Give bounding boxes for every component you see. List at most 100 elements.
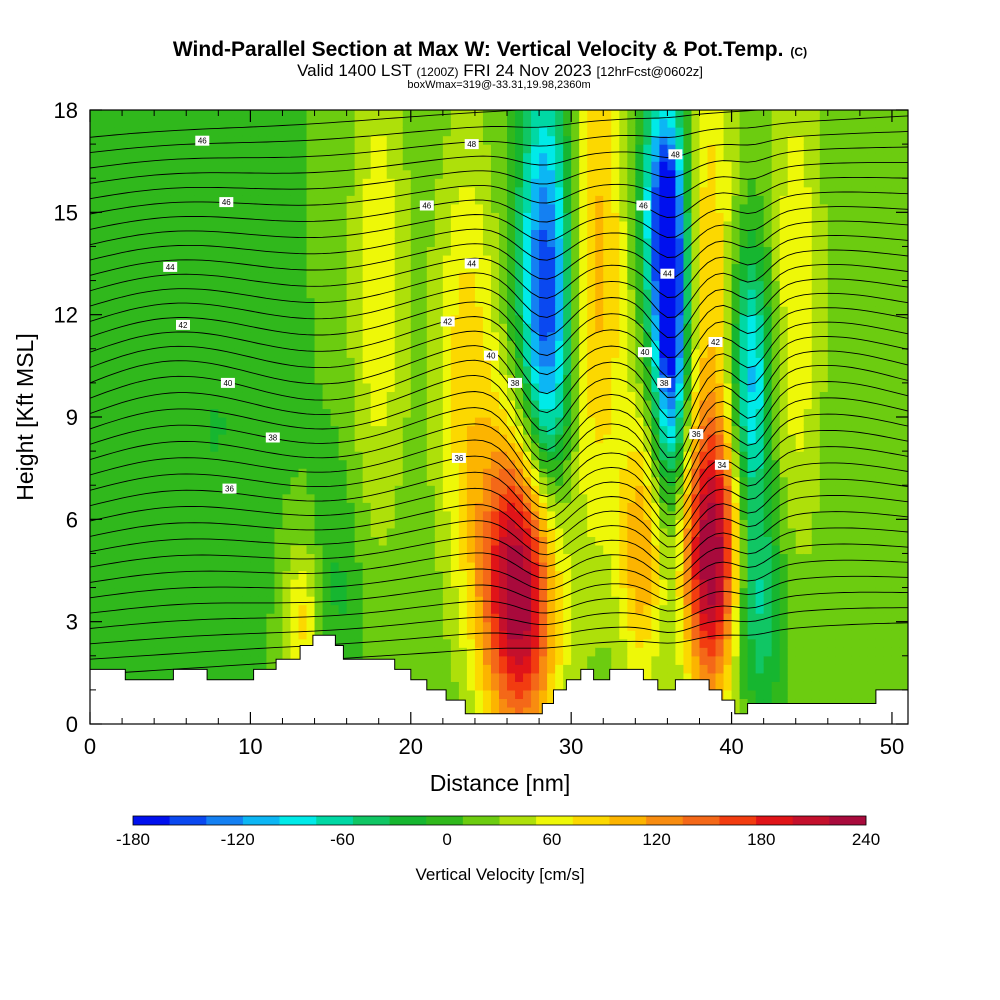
velocity-cell: [394, 382, 404, 393]
velocity-cell: [218, 587, 227, 597]
velocity-cell: [114, 544, 123, 555]
velocity-cell: [194, 408, 203, 418]
velocity-cell: [130, 553, 139, 563]
velocity-cell: [306, 638, 316, 648]
velocity-cell: [507, 604, 516, 614]
velocity-cell: [90, 195, 99, 205]
velocity-cell: [442, 365, 452, 375]
velocity-cell: [362, 195, 372, 205]
velocity-cell: [571, 417, 580, 427]
velocity-cell: [146, 442, 155, 452]
velocity-cell: [402, 357, 412, 367]
velocity-cell: [186, 613, 195, 623]
velocity-cell: [402, 553, 412, 563]
velocity-cell: [370, 442, 380, 452]
velocity-cell: [154, 570, 163, 580]
velocity-cell: [394, 596, 404, 606]
velocity-cell: [635, 553, 644, 563]
velocity-cell: [579, 382, 588, 393]
velocity-cell: [490, 127, 500, 137]
velocity-cell: [170, 229, 179, 239]
velocity-cell: [330, 203, 340, 213]
velocity-cell: [114, 246, 123, 256]
velocity-cell: [314, 596, 324, 606]
velocity-cell: [274, 272, 284, 282]
velocity-cell: [202, 510, 211, 520]
velocity-cell: [450, 127, 460, 137]
velocity-cell: [330, 408, 340, 418]
velocity-cell: [354, 476, 364, 486]
velocity-cell: [330, 272, 340, 282]
velocity-cell: [346, 621, 356, 631]
velocity-cell: [122, 621, 131, 631]
velocity-cell: [474, 280, 484, 290]
velocity-cell: [523, 689, 532, 700]
velocity-cell: [130, 135, 139, 145]
velocity-cell: [346, 485, 356, 495]
velocity-cell: [98, 280, 107, 290]
velocity-cell: [386, 442, 396, 452]
velocity-cell: [450, 570, 460, 580]
velocity-cell: [258, 468, 268, 478]
velocity-cell: [242, 118, 251, 128]
velocity-cell: [595, 476, 604, 486]
velocity-cell: [466, 459, 476, 469]
velocity-cell: [539, 280, 548, 290]
velocity-cell: [474, 672, 484, 682]
velocity-cell: [170, 655, 179, 665]
velocity-cell: [130, 254, 139, 265]
velocity-cell: [170, 544, 179, 555]
velocity-cell: [386, 561, 396, 572]
velocity-cell: [138, 664, 147, 674]
velocity-cell: [571, 519, 580, 529]
velocity-cell: [282, 306, 292, 316]
velocity-cell: [466, 587, 476, 597]
velocity-cell: [410, 408, 420, 418]
velocity-cell: [298, 280, 308, 290]
velocity-cell: [434, 152, 444, 162]
velocity-cell: [98, 331, 107, 341]
velocity-cell: [114, 519, 123, 529]
velocity-cell: [370, 144, 380, 154]
velocity-cell: [627, 272, 636, 282]
velocity-cell: [402, 314, 412, 324]
velocity-cell: [603, 425, 612, 435]
velocity-cell: [194, 536, 203, 546]
velocity-cell: [499, 408, 508, 418]
velocity-cell: [507, 306, 516, 316]
velocity-cell: [338, 502, 348, 512]
velocity-cell: [402, 212, 412, 222]
velocity-cell: [186, 536, 195, 546]
velocity-cell: [226, 365, 235, 375]
velocity-cell: [619, 451, 628, 461]
velocity-cell: [194, 621, 203, 631]
velocity-cell: [499, 272, 508, 282]
velocity-cell: [563, 365, 572, 375]
velocity-cell: [346, 348, 356, 358]
velocity-cell: [138, 323, 147, 333]
velocity-cell: [218, 579, 227, 589]
velocity-cell: [555, 527, 564, 537]
velocity-cell: [114, 331, 123, 341]
velocity-cell: [226, 323, 235, 333]
velocity-cell: [619, 502, 628, 512]
velocity-cell: [290, 365, 300, 375]
velocity-cell: [314, 289, 324, 299]
velocity-cell: [523, 246, 532, 256]
velocity-cell: [402, 476, 412, 486]
velocity-cell: [290, 468, 300, 478]
velocity-cell: [162, 348, 171, 358]
velocity-cell: [274, 630, 284, 640]
velocity-cell: [426, 357, 436, 367]
velocity-cell: [378, 553, 388, 563]
velocity-cell: [106, 186, 115, 196]
velocity-cell: [515, 519, 524, 529]
velocity-cell: [635, 246, 644, 256]
velocity-cell: [290, 169, 300, 179]
velocity-cell: [282, 110, 292, 120]
velocity-cell: [106, 408, 115, 418]
velocity-cell: [386, 382, 396, 393]
velocity-cell: [482, 186, 492, 196]
velocity-cell: [523, 544, 532, 555]
velocity-cell: [611, 468, 620, 478]
